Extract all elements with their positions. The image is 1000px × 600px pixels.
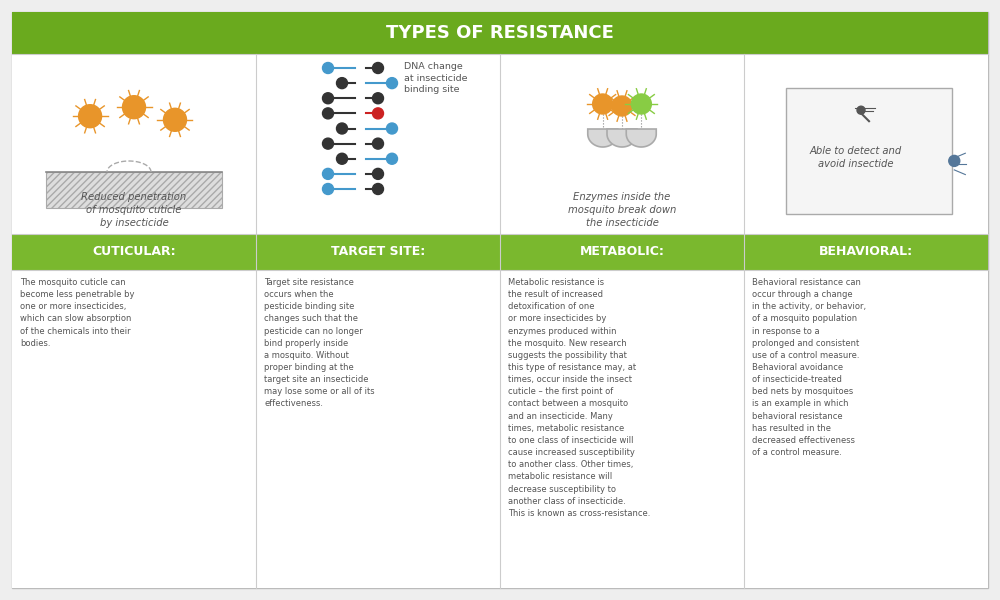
Text: Enzymes inside the
mosquito break down
the insecticide: Enzymes inside the mosquito break down t… (568, 191, 676, 228)
Circle shape (373, 169, 384, 179)
Text: TYPES OF RESISTANCE: TYPES OF RESISTANCE (386, 24, 614, 42)
Circle shape (323, 93, 334, 104)
Circle shape (373, 93, 384, 104)
Circle shape (387, 77, 398, 89)
Circle shape (323, 108, 334, 119)
Circle shape (949, 155, 960, 166)
Text: METABOLIC:: METABOLIC: (580, 245, 664, 259)
Text: Metabolic resistance is
the result of increased
detoxification of one
or more in: Metabolic resistance is the result of in… (508, 278, 650, 518)
Circle shape (373, 108, 384, 119)
Circle shape (373, 184, 384, 194)
Bar (12, 54, 988, 234)
Text: The mosquito cuticle can
become less penetrable by
one or more insecticides,
whi: The mosquito cuticle can become less pen… (20, 278, 134, 348)
Text: TARGET SITE:: TARGET SITE: (331, 245, 425, 259)
Polygon shape (588, 129, 618, 147)
Circle shape (593, 94, 613, 114)
Bar (256, 234, 500, 270)
Circle shape (323, 138, 334, 149)
Circle shape (323, 62, 334, 73)
Text: Able to detect and
avoid insectide: Able to detect and avoid insectide (810, 146, 902, 169)
Circle shape (857, 106, 865, 114)
Circle shape (163, 108, 186, 131)
Text: CUTICULAR:: CUTICULAR: (92, 245, 176, 259)
Bar (12, 12, 988, 54)
Bar (786, 88, 952, 214)
Bar (12, 234, 256, 270)
Circle shape (323, 184, 334, 194)
Text: DNA change
at insecticide
binding site: DNA change at insecticide binding site (404, 62, 468, 94)
Text: Behavioral resistance can
occur through a change
in the activity, or behavior,
o: Behavioral resistance can occur through … (752, 278, 866, 457)
Bar (12, 270, 988, 588)
Circle shape (373, 62, 384, 73)
Polygon shape (607, 129, 637, 147)
Circle shape (631, 94, 651, 114)
Circle shape (123, 95, 146, 119)
Circle shape (323, 169, 334, 179)
Circle shape (387, 123, 398, 134)
Polygon shape (626, 129, 656, 147)
Bar (744, 234, 988, 270)
Circle shape (337, 77, 348, 89)
Circle shape (387, 153, 398, 164)
Circle shape (337, 153, 348, 164)
Bar (500, 234, 744, 270)
Bar (46, 172, 222, 208)
Text: BEHAVIORAL:: BEHAVIORAL: (819, 245, 913, 259)
Circle shape (337, 123, 348, 134)
Text: Target site resistance
occurs when the
pesticide binding site
changes such that : Target site resistance occurs when the p… (264, 278, 375, 409)
Circle shape (79, 104, 102, 128)
Circle shape (612, 96, 632, 116)
Circle shape (373, 138, 384, 149)
Text: Reduced penetration
of mosquito cuticle
by insecticide: Reduced penetration of mosquito cuticle … (81, 191, 187, 228)
